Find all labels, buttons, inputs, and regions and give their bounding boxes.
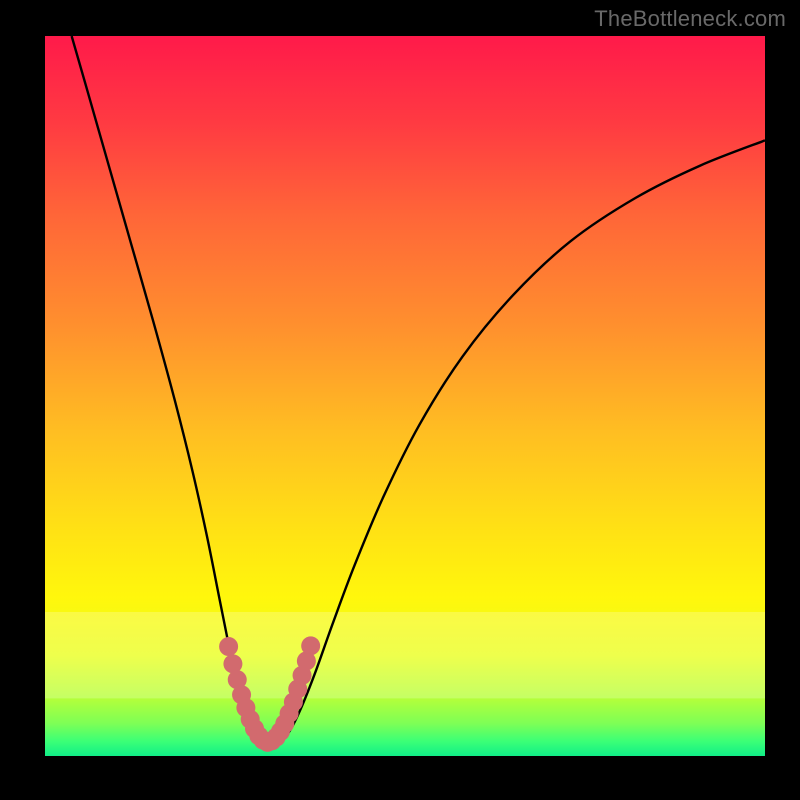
chart-container: TheBottleneck.com <box>0 0 800 800</box>
marker-dot <box>219 637 238 656</box>
pale-overlay-band <box>45 612 765 698</box>
marker-dot <box>301 636 320 655</box>
chart-svg <box>0 0 800 800</box>
